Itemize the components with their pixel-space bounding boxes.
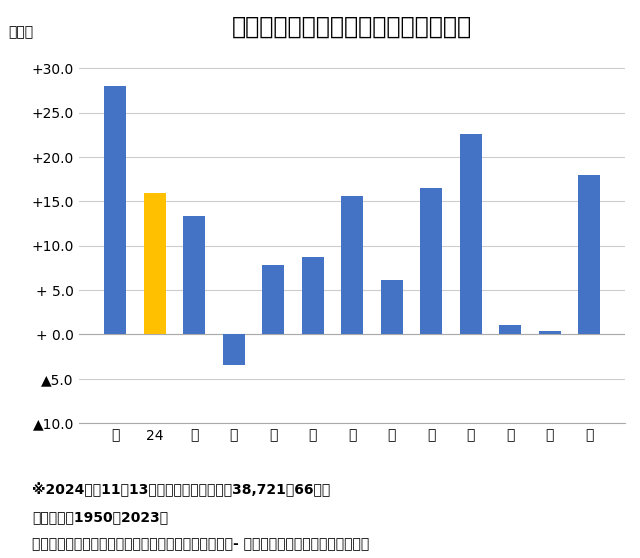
Bar (420, 188, 442, 334)
Text: 対象期間：1950～2023年: 対象期間：1950～2023年 (32, 511, 168, 525)
Bar (579, 175, 600, 334)
Text: ※2024年は11月13日時点（日経平均終値38,721円66銭）: ※2024年は11月13日時点（日経平均終値38,721円66銭） (32, 483, 330, 497)
Bar (262, 265, 284, 334)
Text: （％）: （％） (8, 26, 34, 40)
Bar (381, 280, 403, 334)
Bar (341, 196, 363, 334)
Title: 十二支と日経平均株価・前年比・平均: 十二支と日経平均株価・前年比・平均 (232, 15, 472, 39)
Bar (499, 325, 521, 334)
Bar (144, 193, 166, 334)
Bar (104, 86, 126, 334)
Bar (223, 334, 244, 365)
Bar (302, 257, 324, 334)
Bar (183, 215, 205, 334)
Bar (539, 331, 561, 334)
Bar (460, 134, 482, 334)
Text: 出所：日経の指数公式サイト「日経平均プロフィル」- ヒストリカルデータより筆者作成: 出所：日経の指数公式サイト「日経平均プロフィル」- ヒストリカルデータより筆者作… (32, 537, 369, 551)
